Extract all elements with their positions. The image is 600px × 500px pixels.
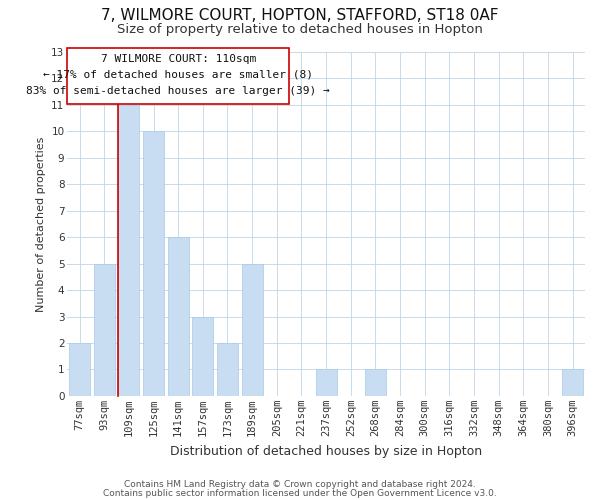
Bar xyxy=(193,316,214,396)
Text: 7, WILMORE COURT, HOPTON, STAFFORD, ST18 0AF: 7, WILMORE COURT, HOPTON, STAFFORD, ST18… xyxy=(101,8,499,22)
Bar xyxy=(168,237,188,396)
Bar xyxy=(118,105,139,396)
Bar xyxy=(94,264,115,396)
Bar xyxy=(562,370,583,396)
Bar xyxy=(69,343,90,396)
Text: Size of property relative to detached houses in Hopton: Size of property relative to detached ho… xyxy=(117,22,483,36)
X-axis label: Distribution of detached houses by size in Hopton: Distribution of detached houses by size … xyxy=(170,444,482,458)
Bar xyxy=(67,48,289,104)
Text: Contains HM Land Registry data © Crown copyright and database right 2024.: Contains HM Land Registry data © Crown c… xyxy=(124,480,476,489)
Text: 7 WILMORE COURT: 110sqm: 7 WILMORE COURT: 110sqm xyxy=(101,54,256,64)
Bar xyxy=(365,370,386,396)
Text: 83% of semi-detached houses are larger (39) →: 83% of semi-detached houses are larger (… xyxy=(26,86,330,96)
Text: ← 17% of detached houses are smaller (8): ← 17% of detached houses are smaller (8) xyxy=(43,70,313,80)
Text: Contains public sector information licensed under the Open Government Licence v3: Contains public sector information licen… xyxy=(103,489,497,498)
Bar xyxy=(217,343,238,396)
Bar xyxy=(143,132,164,396)
Bar xyxy=(242,264,263,396)
Bar xyxy=(316,370,337,396)
Y-axis label: Number of detached properties: Number of detached properties xyxy=(35,136,46,312)
